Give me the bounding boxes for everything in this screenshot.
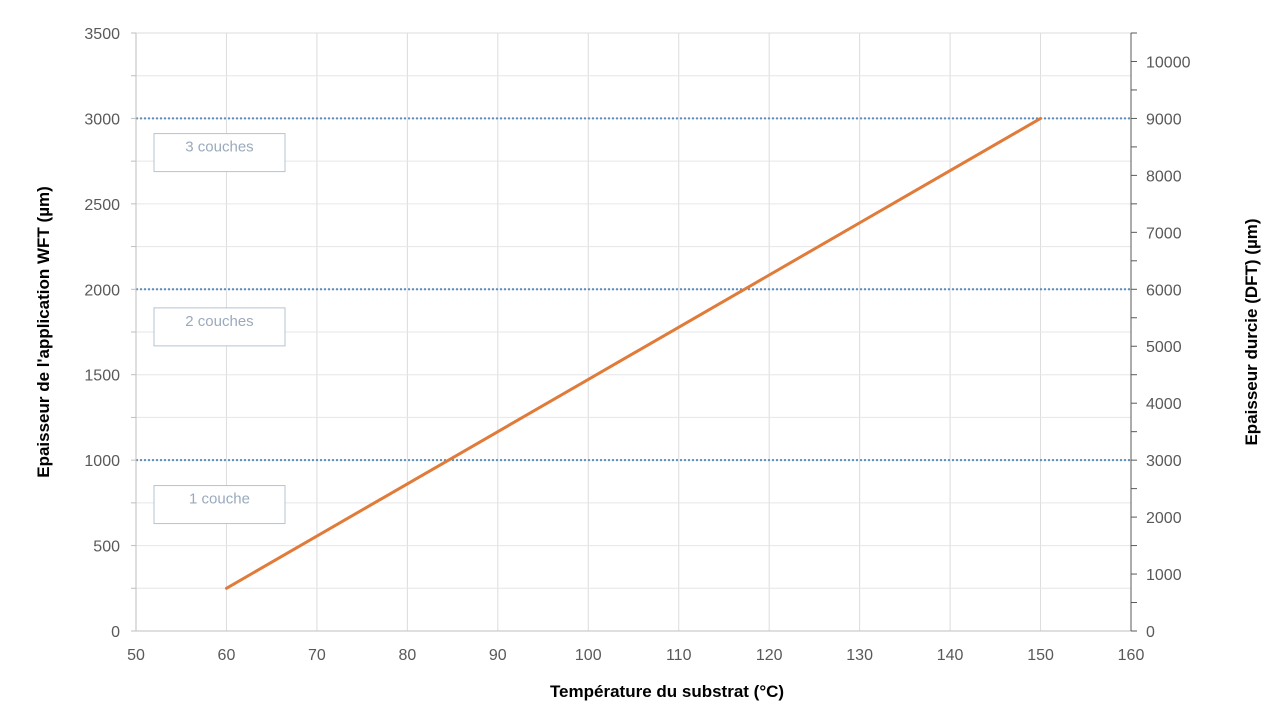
annotation-box: 1 couche (153, 485, 286, 525)
x-tick-label: 130 (846, 647, 873, 664)
y2-tick-label: 6000 (1146, 282, 1182, 299)
x-tick-label: 140 (937, 647, 964, 664)
y-tick-labels: 0 500 1000 1500 2000 2500 3000 3500 (84, 26, 120, 641)
y2-tick-labels: 0 1000 2000 3000 4000 5000 6000 7000 8000 9000 100… (1146, 54, 1191, 641)
x-tick-label: 90 (489, 647, 507, 664)
y2-tick-label: 4000 (1146, 396, 1182, 413)
x-tick-label: 60 (218, 647, 236, 664)
annotation-rect (153, 307, 286, 347)
y2-tick-label: 7000 (1146, 225, 1182, 242)
reference-lines (136, 117, 1131, 462)
x-tick-label: 160 (1118, 647, 1145, 664)
x-tick-label: 150 (1027, 647, 1054, 664)
y2-tick-label: 3000 (1146, 453, 1182, 470)
series-line (224, 116, 1043, 590)
axes (131, 32, 1137, 632)
x-tick-label: 70 (308, 647, 326, 664)
annotation-label: 1 couche (189, 491, 250, 508)
x-axis-title: Température du substrat (°C) (550, 682, 784, 701)
y-tick-label: 3000 (84, 111, 120, 128)
annotation-label: 2 couches (185, 313, 253, 330)
series (224, 116, 1043, 590)
y2-tick-label: 9000 (1146, 111, 1182, 128)
y2-tick-label: 10000 (1146, 54, 1191, 71)
annotation-rect (153, 485, 286, 525)
annotation-box: 2 couches (153, 307, 286, 347)
annotation-label: 3 couches (185, 139, 253, 156)
annotation-rect (153, 133, 286, 173)
x-tick-label: 50 (127, 647, 145, 664)
x-tick-label: 110 (666, 647, 692, 664)
annotations: 3 couches 2 couches 1 couche (153, 133, 286, 525)
y2-axis-title: Epaisseur durcie (DFT) (µm) (1242, 218, 1261, 445)
x-tick-label: 80 (398, 647, 416, 664)
x-tick-label: 120 (756, 647, 783, 664)
y2-tick-label: 2000 (1146, 510, 1182, 527)
y-tick-label: 1000 (84, 453, 120, 470)
x-tick-label: 100 (575, 647, 602, 664)
y-axis-title: Epaisseur de l'application WFT (µm) (34, 186, 53, 478)
y-tick-label: 2000 (84, 282, 120, 299)
y2-tick-label: 1000 (1146, 567, 1182, 584)
y2-tick-label: 0 (1146, 624, 1155, 641)
y-tick-label: 2500 (84, 197, 120, 214)
x-tick-labels: 50 60 70 80 90 100 110 120 130 140 150 160 (127, 647, 1144, 664)
y2-tick-label: 5000 (1146, 339, 1182, 356)
annotation-box: 3 couches (153, 133, 286, 173)
y-tick-label: 3500 (84, 26, 120, 43)
y-tick-label: 0 (111, 624, 120, 641)
y-tick-label: 500 (93, 539, 120, 556)
y2-tick-label: 8000 (1146, 168, 1182, 185)
y-tick-label: 1500 (84, 368, 120, 385)
